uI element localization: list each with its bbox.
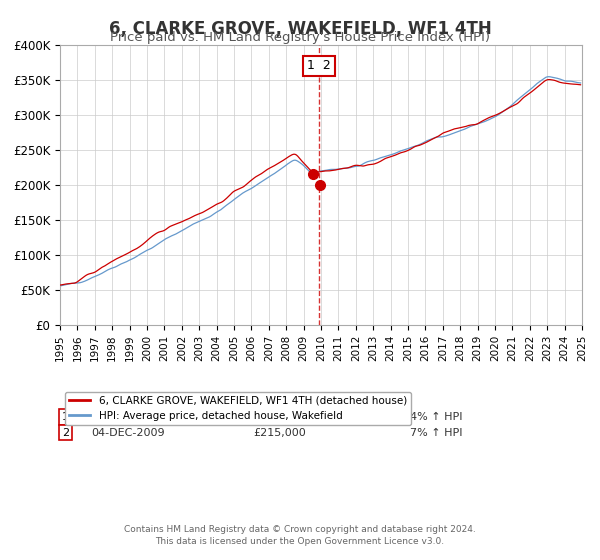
Text: 04-DEC-2009: 04-DEC-2009 bbox=[91, 428, 164, 437]
Text: £215,000: £215,000 bbox=[253, 428, 305, 437]
Text: £200,000: £200,000 bbox=[253, 412, 305, 422]
Text: 4% ↑ HPI: 4% ↑ HPI bbox=[410, 412, 462, 422]
Text: 6, CLARKE GROVE, WAKEFIELD, WF1 4TH: 6, CLARKE GROVE, WAKEFIELD, WF1 4TH bbox=[109, 20, 491, 38]
Text: 2: 2 bbox=[62, 428, 69, 437]
Text: 17-JUL-2009: 17-JUL-2009 bbox=[94, 412, 162, 422]
Text: Price paid vs. HM Land Registry's House Price Index (HPI): Price paid vs. HM Land Registry's House … bbox=[110, 31, 490, 44]
Text: 1: 1 bbox=[62, 412, 69, 422]
Text: 1  2: 1 2 bbox=[307, 59, 331, 72]
Text: 7% ↑ HPI: 7% ↑ HPI bbox=[410, 428, 462, 437]
Legend: 6, CLARKE GROVE, WAKEFIELD, WF1 4TH (detached house), HPI: Average price, detach: 6, CLARKE GROVE, WAKEFIELD, WF1 4TH (det… bbox=[65, 391, 411, 425]
Text: Contains HM Land Registry data © Crown copyright and database right 2024.
This d: Contains HM Land Registry data © Crown c… bbox=[124, 525, 476, 546]
